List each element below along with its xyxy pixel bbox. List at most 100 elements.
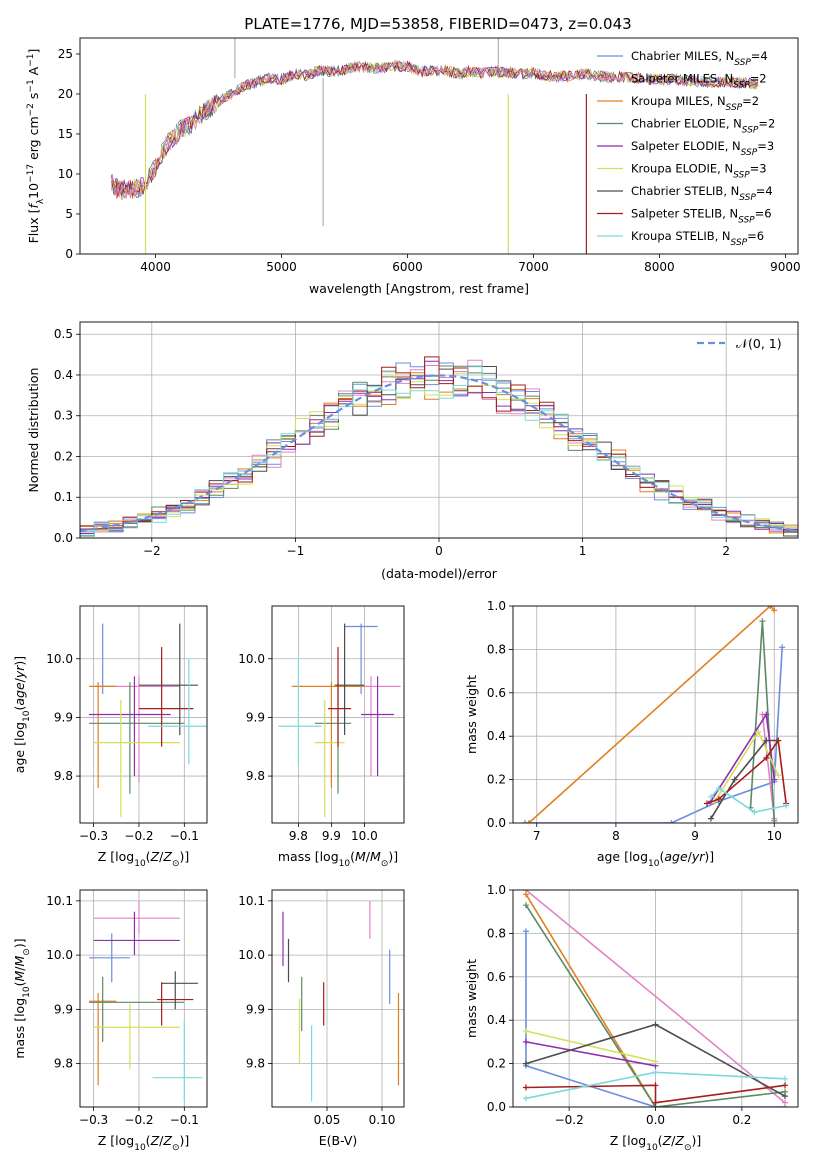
axes-mass_vs_ebv: 0.05 0.10 9.8 9.9 10.0 10.1 E(B-V) [238,889,405,1148]
label-part: ( [146,1133,151,1148]
label-part: M [12,955,27,966]
legend-label: Kroupa STELIB, NSSP=6 [631,229,764,248]
marker-plus [775,772,782,779]
line-salpeter-stelib [525,1084,786,1104]
x-tick-label: 9 [691,829,699,843]
spectrum-salpeter-miles [111,60,759,198]
marker-plus [731,776,738,783]
y-tick-label: 0 [65,247,73,261]
label-part: ( [350,849,355,864]
y-tick-label: 10.0 [238,652,265,666]
figure-title: PLATE=1776, MJD=53858, FIBERID=0473, z=0… [244,15,631,33]
label-part: =2 [742,94,759,108]
label-part: ] [26,49,41,54]
marker-plus [707,793,714,800]
marker-plus [771,776,778,783]
label-part: 10 [134,1143,146,1153]
label-part: mass [log [278,849,339,864]
normal-reference-curve [80,374,798,532]
marker-plus [525,820,532,823]
label-part: Chabrier STELIB, N [631,184,739,198]
axes-frame [79,37,799,255]
label-part: Z [150,1133,160,1148]
y-axis-label: age [log10(age/yr)] [12,656,32,773]
x-tick-label: 2 [722,544,730,558]
legend-label: Salpeter ELODIE, NSSP=3 [631,139,774,158]
marker-plus [759,618,766,625]
label-part: −2 [26,103,36,116]
y-tick-label: 0.1 [54,490,73,504]
label-part: age [664,849,688,864]
label-part: / [159,1133,164,1148]
label-part: erg cm [26,116,41,164]
label-part: =6 [755,207,772,221]
label-part: SSP [726,103,743,113]
line-chabrier-elodie [525,904,786,1107]
label-part: )] [704,849,714,864]
x-tick-label: 4000 [140,260,171,274]
label-part: 10 [22,986,32,998]
label-part: yr [691,849,705,864]
histograms [80,356,798,537]
label-part: mass [log [12,998,27,1059]
x-tick-label: 7000 [518,260,549,274]
x-tick-label: 8 [612,829,620,843]
y-tick-label: 0.4 [54,368,73,382]
label-part: −1 [26,79,36,92]
label-part: / [159,849,164,864]
points-age_vs_mass [278,623,401,818]
marker-plus [668,820,675,823]
line-kroupa-miles [528,606,775,823]
lines-massweight_vs_Z [522,890,789,1107]
marker-plus [652,1099,659,1106]
y-tick-label: 0.4 [487,729,506,743]
y-tick-label: 10 [58,167,73,181]
y-tick-label: 1.0 [487,883,506,897]
x-tick-label: −0.2 [555,1113,584,1127]
x-axis-label: Z [log10(Z/Z⊙)] [610,1133,702,1153]
marker-plus [782,1082,789,1089]
y-tick-label: 1.0 [487,599,506,613]
marker-plus [782,1099,789,1106]
y-tick-label: 0.8 [487,642,506,656]
lines-massweight_vs_age [521,606,790,823]
label-part: ( [12,706,27,711]
label-part: Z [162,849,172,864]
label-part: Z [674,1133,684,1148]
x-tick-label: −0.1 [170,829,199,843]
marker-plus [521,820,528,823]
y-tick-label: 9.8 [54,1057,73,1071]
line-salpeter-miles [525,890,786,1104]
line-kroupa-miles [525,893,657,1107]
label-part: =4 [756,184,773,198]
label-part: SSP [739,193,756,203]
y-tick-label: 10.1 [46,894,73,908]
legend-label: 𝒩(0, 1) [736,336,782,351]
x-tick-label: 0.0 [646,1113,665,1127]
label-part: =6 [747,229,764,243]
label-part: Salpeter ELODIE, N [631,139,741,153]
label-part: Salpeter MILES, N [631,72,733,86]
label-part: Z [150,849,160,864]
marker-plus [707,815,714,822]
x-axis-label: age [log10(age/yr)] [597,849,714,869]
y-tick-label: 0.2 [487,1057,506,1071]
y-tick-label: 15 [58,127,73,141]
marker-plus [715,796,722,803]
axes-frame [271,889,405,1108]
y-axis-label: Flux [fλ10−17 erg cm−2 s−1 A−1] [26,49,46,244]
x-axis-label: wavelength [Angstrom, rest frame] [309,281,529,296]
marker-plus [783,802,790,809]
label-part: f [26,203,41,209]
marker-plus [763,711,770,718]
y-tick-label: 25 [58,47,73,61]
label-part: 10 [648,859,660,869]
legend-label: Salpeter MILES, NSSP=2 [631,72,767,91]
marker-plus [522,1038,529,1045]
label-part: 𝒩 [736,336,751,351]
marker-plus [522,902,529,909]
label-part: Z [162,1133,172,1148]
line-chabrier-stelib [710,739,779,820]
label-part: ⊙ [22,948,32,956]
